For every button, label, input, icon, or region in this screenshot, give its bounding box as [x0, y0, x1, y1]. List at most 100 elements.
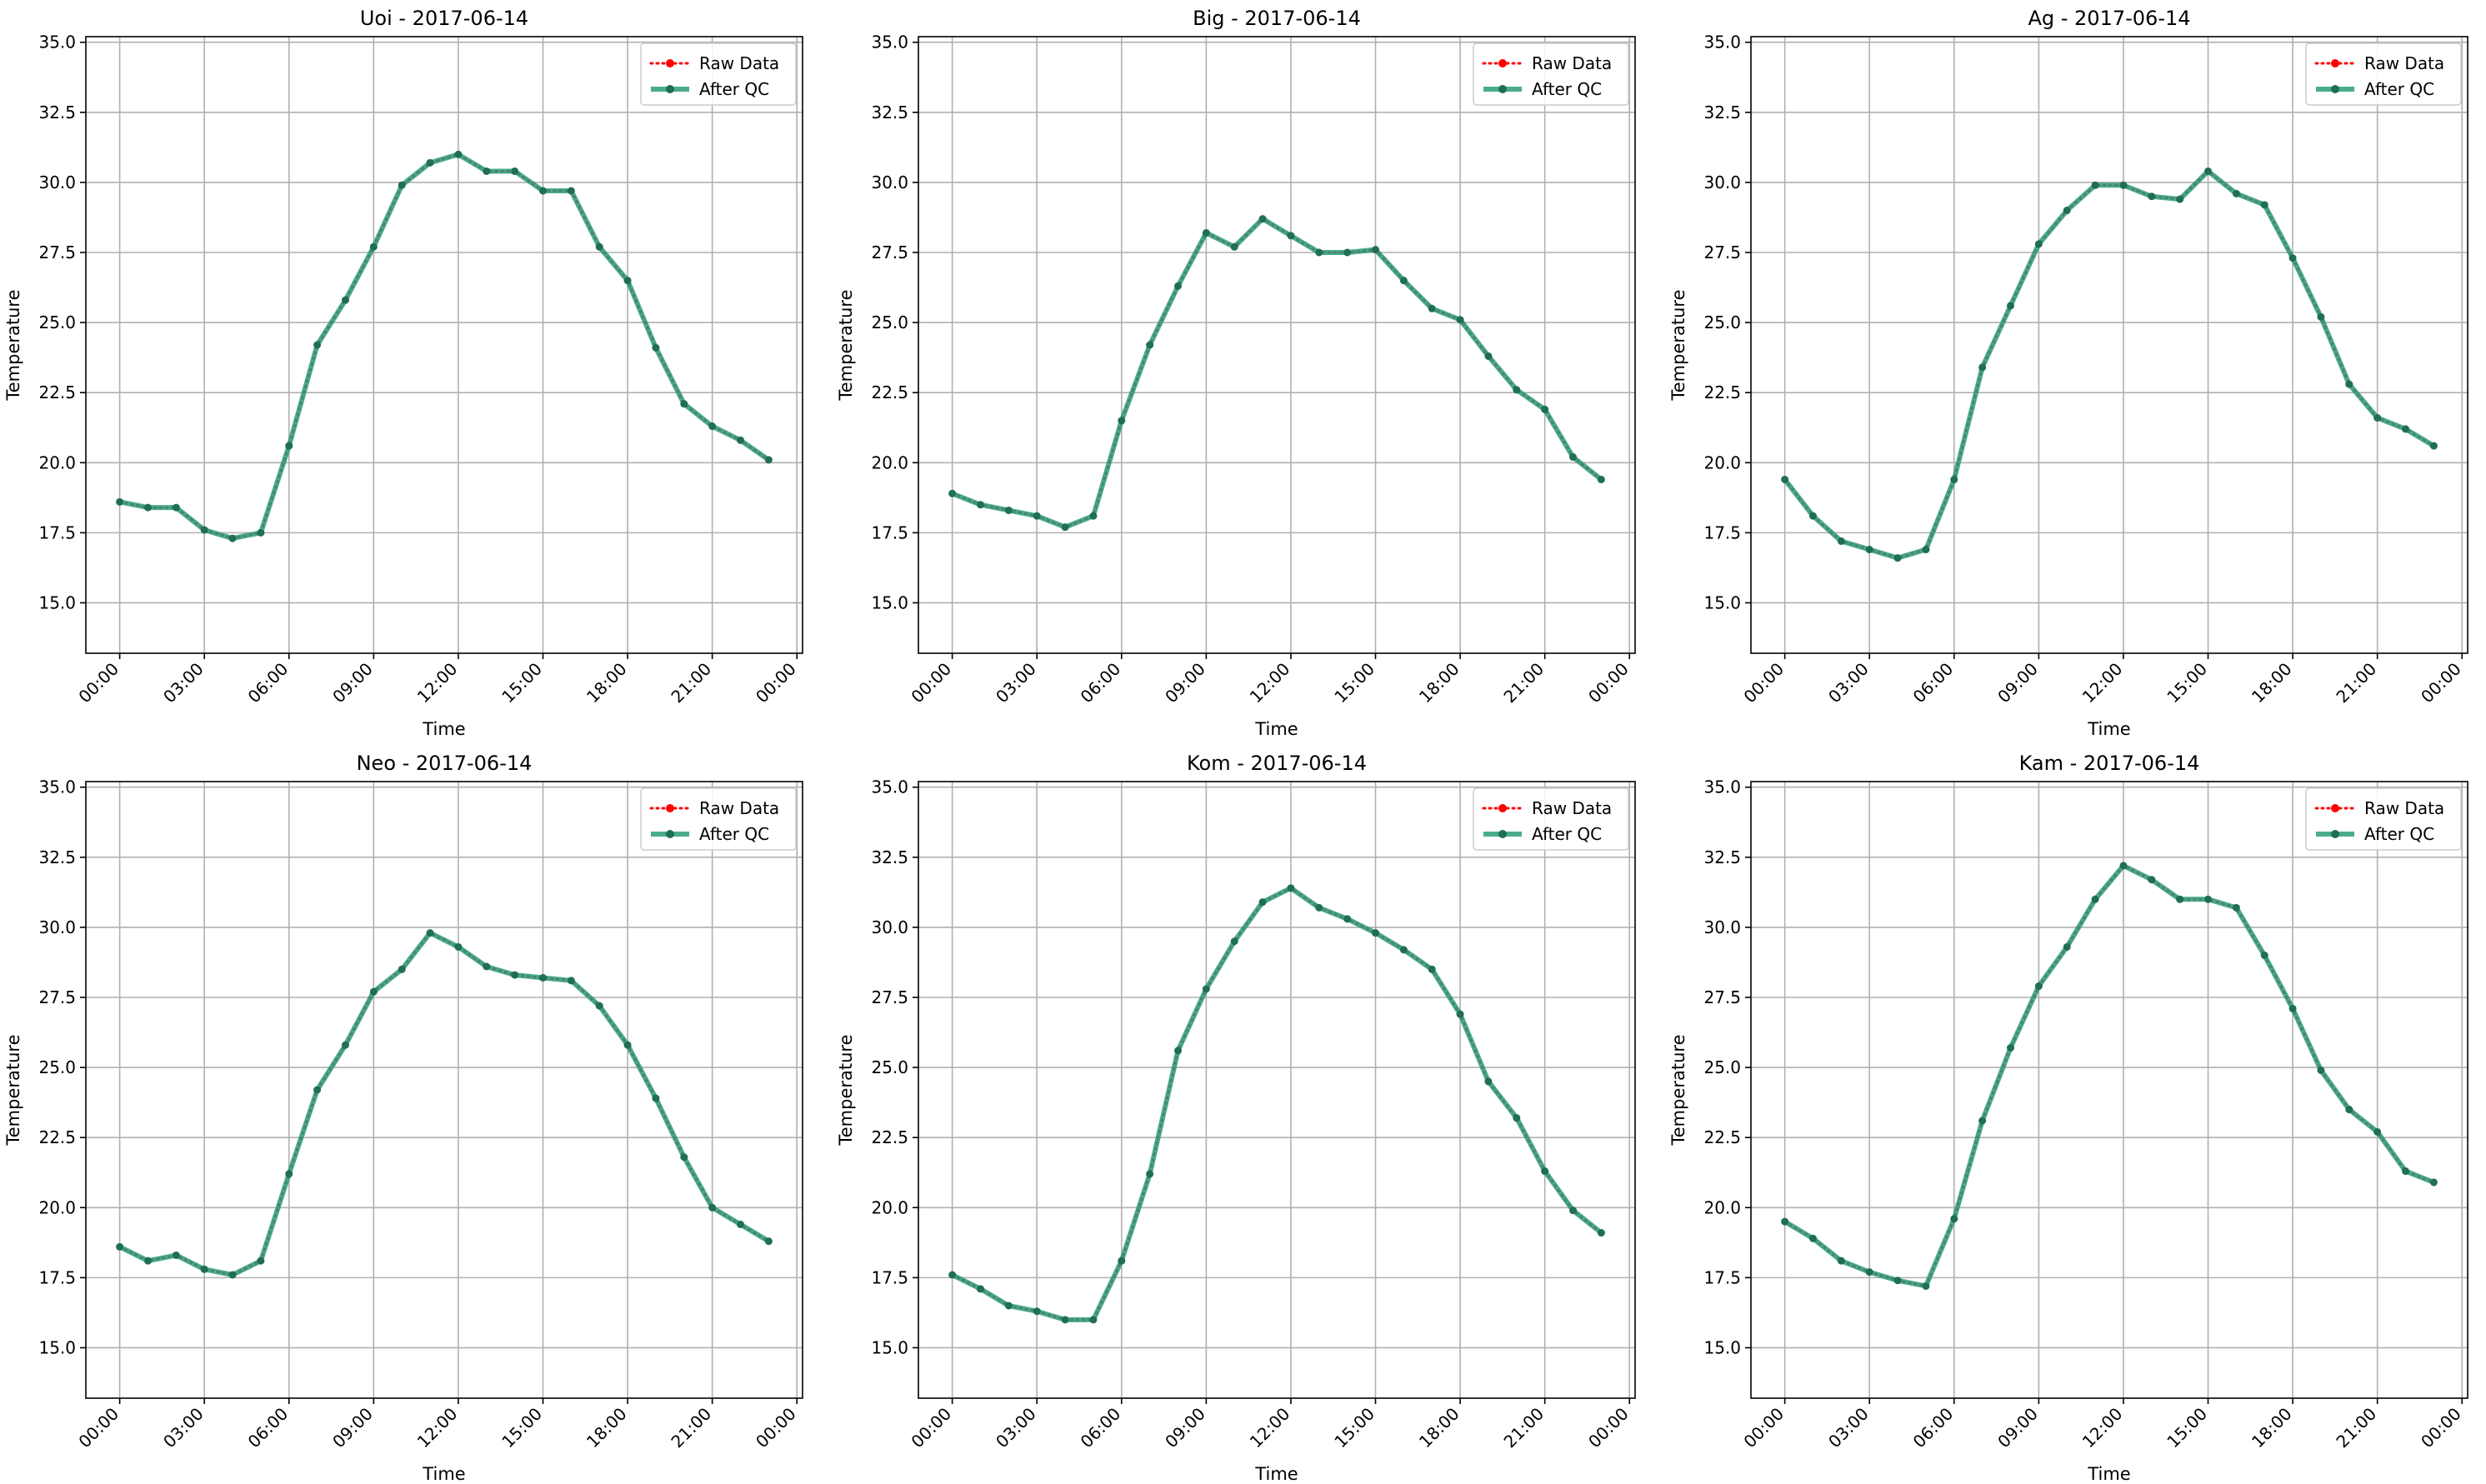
y-axis-label: Temperature [1668, 1034, 1688, 1146]
after-qc-point [1004, 1302, 1013, 1310]
x-tick-label: 09:00 [1993, 1404, 2042, 1452]
legend-qc-marker [1498, 830, 1507, 838]
after-qc-point [2373, 413, 2382, 422]
after-qc-point [680, 1153, 688, 1162]
y-tick-label: 22.5 [1703, 1127, 1741, 1147]
y-tick-label: 30.0 [871, 917, 908, 937]
after-qc-point [1541, 405, 1549, 413]
x-axis-label: Time [422, 1464, 465, 1484]
after-qc-point [652, 1094, 660, 1102]
after-qc-point [1893, 554, 1902, 562]
after-qc-point [623, 277, 632, 285]
legend-qc-marker [666, 830, 674, 838]
after-qc-point [2373, 1127, 2382, 1136]
x-tick-label: 12:00 [413, 1404, 462, 1452]
after-qc-point [2119, 862, 2128, 870]
x-tick-label: 21:00 [667, 659, 715, 707]
y-tick-label: 22.5 [871, 382, 908, 402]
after-qc-point [1837, 537, 1845, 545]
y-tick-label: 27.5 [1703, 987, 1741, 1007]
after-qc-point [369, 242, 378, 251]
after-qc-point [1513, 1114, 1521, 1122]
x-axis-label: Time [422, 719, 465, 739]
subplot-5: Kom - 2017-06-14 15.0 17.5 20.0 22.5 25.0 27.5… [836, 752, 1636, 1484]
legend-qc-label: After QC [2364, 79, 2434, 99]
y-tick-label: 22.5 [38, 382, 76, 402]
axes-frame [85, 36, 803, 654]
after-qc-point [313, 341, 322, 349]
after-qc-point [1118, 1257, 1126, 1265]
legend: Raw Data After QC [1473, 787, 1629, 851]
after-qc-point [1484, 1077, 1493, 1086]
after-qc-line [1783, 862, 2435, 1289]
after-qc-point [2260, 952, 2268, 960]
after-qc-point [369, 987, 378, 996]
legend-raw-label: Raw Data [699, 798, 779, 818]
after-qc-point [1343, 248, 1352, 257]
y-tick-label: 32.5 [871, 102, 908, 122]
after-qc-line [951, 885, 1603, 1322]
after-qc-point [116, 1242, 124, 1251]
after-qc-point [1173, 1047, 1182, 1055]
y-tick-label: 25.0 [871, 1057, 908, 1077]
y-tick-label: 15.0 [38, 592, 76, 612]
after-qc-point [1033, 512, 1041, 520]
y-tick-label: 35.0 [38, 777, 76, 797]
legend-qc-label: After QC [699, 79, 769, 99]
after-qc-point [1781, 475, 1789, 483]
legend-qc-label: After QC [2364, 824, 2434, 844]
after-qc-point [1456, 316, 1464, 324]
after-qc-point [652, 343, 660, 352]
after-qc-point [1287, 232, 1295, 240]
x-tick-label: 21:00 [667, 1404, 715, 1452]
y-axis-label: Temperature [1668, 289, 1688, 401]
after-qc-point [2063, 942, 2071, 951]
y-tick-label: 32.5 [1703, 847, 1741, 867]
y-tick-label: 25.0 [1703, 1057, 1741, 1077]
x-tick-label: 12:00 [2078, 659, 2127, 707]
after-qc-point [567, 187, 575, 195]
y-tick-label: 35.0 [1703, 32, 1741, 52]
after-qc-point [2204, 895, 2213, 903]
legend-raw-label: Raw Data [699, 53, 779, 73]
after-qc-point [454, 942, 463, 951]
after-qc-point [257, 528, 265, 537]
after-qc-point [257, 1257, 265, 1265]
after-qc-point [341, 296, 349, 304]
x-tick-label: 21:00 [1499, 659, 1548, 707]
y-tick-label: 30.0 [871, 172, 908, 192]
y-tick-label: 17.5 [871, 1267, 908, 1287]
after-qc-point [1569, 453, 1578, 462]
x-tick-label: 12:00 [413, 659, 462, 707]
axes-frame [1750, 781, 2468, 1399]
y-tick-label: 35.0 [1703, 777, 1741, 797]
x-tick-label: 06:00 [244, 1404, 293, 1452]
y-tick-label: 25.0 [871, 312, 908, 332]
x-tick-label: 09:00 [1161, 1404, 1209, 1452]
after-qc-point [285, 1170, 293, 1178]
after-qc-point [2288, 254, 2297, 262]
after-qc-point [511, 971, 519, 979]
subplot-title: Kam - 2017-06-14 [2019, 752, 2200, 775]
legend-raw-marker [666, 804, 674, 812]
after-qc-point [2317, 1066, 2325, 1074]
y-tick-label: 17.5 [871, 522, 908, 542]
after-qc-point [1950, 475, 1958, 483]
y-tick-label: 22.5 [871, 1127, 908, 1147]
x-tick-label: 00:00 [752, 1404, 800, 1452]
after-qc-point [595, 242, 603, 251]
after-qc-point [1146, 1170, 1154, 1178]
x-tick-label: 06:00 [1909, 1404, 1958, 1452]
subplot-1: Uoi - 2017-06-14 15.0 17.5 20.0 22.5 25.0 27.5… [3, 7, 803, 739]
after-qc-point [948, 489, 957, 497]
x-tick-label: 21:00 [2332, 659, 2380, 707]
after-qc-point [737, 436, 745, 444]
legend-qc-marker [666, 85, 674, 93]
y-tick-label: 22.5 [1703, 382, 1741, 402]
after-qc-point [1428, 304, 1436, 312]
after-qc-line [1783, 168, 2435, 561]
y-tick-label: 35.0 [871, 32, 908, 52]
legend-qc-label: After QC [699, 824, 769, 844]
after-qc-point [172, 503, 180, 512]
y-tick-label: 27.5 [38, 242, 76, 262]
